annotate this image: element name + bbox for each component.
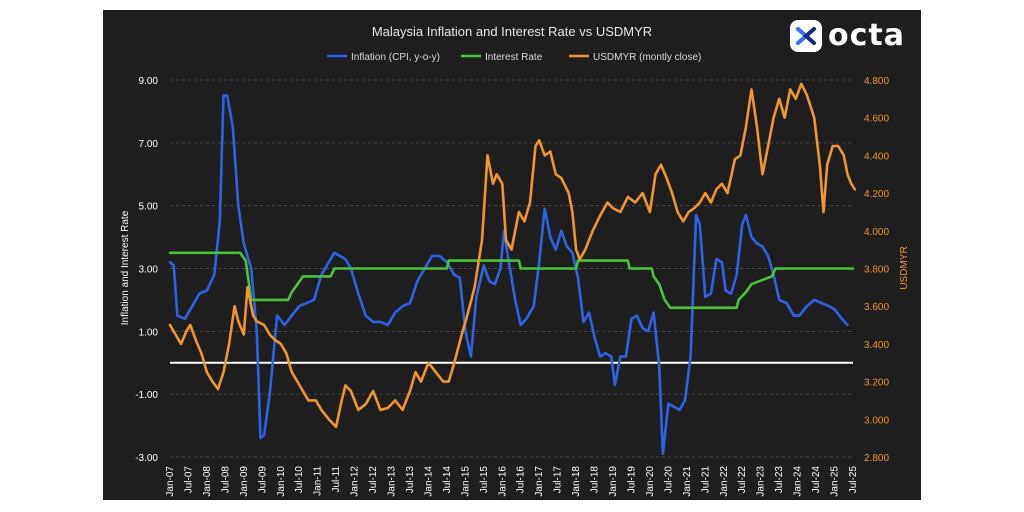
x-tick-label: Jul-10 (294, 466, 305, 494)
x-tick-label: Jul-18 (590, 466, 601, 494)
x-tick-label: Jul-17 (553, 466, 564, 494)
y2-tick-label: 3.200 (864, 378, 889, 389)
y2-tick-label: 4.000 (864, 227, 889, 238)
x-tick-label: Jan-12 (350, 466, 361, 497)
x-tick-label: Jan-17 (534, 466, 545, 497)
x-tick-label: Jan-22 (719, 466, 730, 497)
y2-tick-label: 2.800 (864, 453, 889, 464)
x-tick-label: Jan-21 (682, 466, 693, 497)
x-tick-label: Jan-16 (497, 466, 508, 497)
x-tick-label: Jul-25 (848, 466, 859, 494)
x-tick-label: Jan-11 (313, 466, 324, 496)
series-line (168, 82, 857, 429)
x-tick-label: Jul-08 (220, 466, 231, 494)
x-tick-label: Jan-14 (423, 466, 434, 497)
y2-tick-label: 3.400 (864, 340, 889, 351)
x-tick-label: Jul-16 (516, 466, 527, 494)
legend-label: Interest Rate (485, 52, 543, 63)
y2-tick-label: 4.800 (864, 76, 889, 87)
x-tick-label: Jan-15 (460, 466, 471, 497)
x-tick-label: Jan-18 (571, 466, 582, 497)
y-tick-label: 1.00 (139, 327, 159, 338)
x-tick-label: Jul-21 (700, 466, 711, 494)
x-tick-label: Jul-07 (183, 466, 194, 494)
x-tick-label: Jan-13 (387, 466, 398, 497)
y-tick-label: -1.00 (135, 390, 158, 401)
legend-label: Inflation (CPI, y-o-y) (351, 52, 440, 63)
x-tick-label: Jan-24 (793, 466, 804, 497)
chart-frame (103, 10, 921, 500)
x-tick-label: Jan-20 (645, 466, 656, 497)
y-axis-label: Inflation and Interest Rate (120, 210, 131, 325)
x-tick-label: Jul-19 (626, 466, 637, 494)
chart-title: Malaysia Inflation and Interest Rate vs … (372, 24, 652, 39)
x-tick-label: Jul-09 (257, 466, 268, 494)
y-tick-label: 9.00 (139, 76, 159, 87)
x-tick-label: Jul-20 (663, 466, 674, 494)
y-tick-label: 5.00 (139, 202, 159, 213)
y2-tick-label: 4.200 (864, 189, 889, 200)
x-tick-label: Jul-23 (774, 466, 785, 494)
y2-tick-label: 3.800 (864, 265, 889, 276)
x-tick-label: Jul-24 (811, 466, 822, 494)
y2-axis-label: USDMYR (899, 246, 910, 289)
x-tick-label: Jul-12 (368, 466, 379, 494)
x-tick-label: Jul-22 (737, 466, 748, 494)
x-tick-label: Jan-10 (276, 466, 287, 497)
x-tick-label: Jan-23 (756, 466, 767, 497)
x-tick-label: Jan-25 (830, 466, 841, 497)
y2-tick-label: 4.600 (864, 114, 889, 125)
x-tick-label: Jul-11 (331, 466, 342, 493)
x-tick-label: Jan-19 (608, 466, 619, 497)
y-tick-label: -3.00 (135, 453, 158, 464)
y-tick-label: 7.00 (139, 139, 159, 150)
x-tick-label: Jul-14 (442, 466, 453, 494)
x-tick-label: Jul-15 (479, 466, 490, 494)
x-tick-label: Jan-07 (165, 466, 176, 497)
y2-tick-label: 4.400 (864, 151, 889, 162)
brand-logo: octa (790, 18, 905, 53)
octa-logo-icon (790, 19, 822, 52)
series-line (168, 251, 855, 310)
y-tick-label: 3.00 (139, 265, 159, 276)
series-line (168, 94, 849, 456)
y2-tick-label: 3.600 (864, 302, 889, 313)
brand-name: octa (828, 18, 905, 53)
y2-tick-label: 3.000 (864, 415, 889, 426)
legend-label: USDMYR (montly close) (593, 52, 701, 63)
x-tick-label: Jul-13 (405, 466, 416, 494)
x-tick-label: Jan-08 (202, 466, 213, 497)
x-tick-label: Jan-09 (239, 466, 250, 497)
